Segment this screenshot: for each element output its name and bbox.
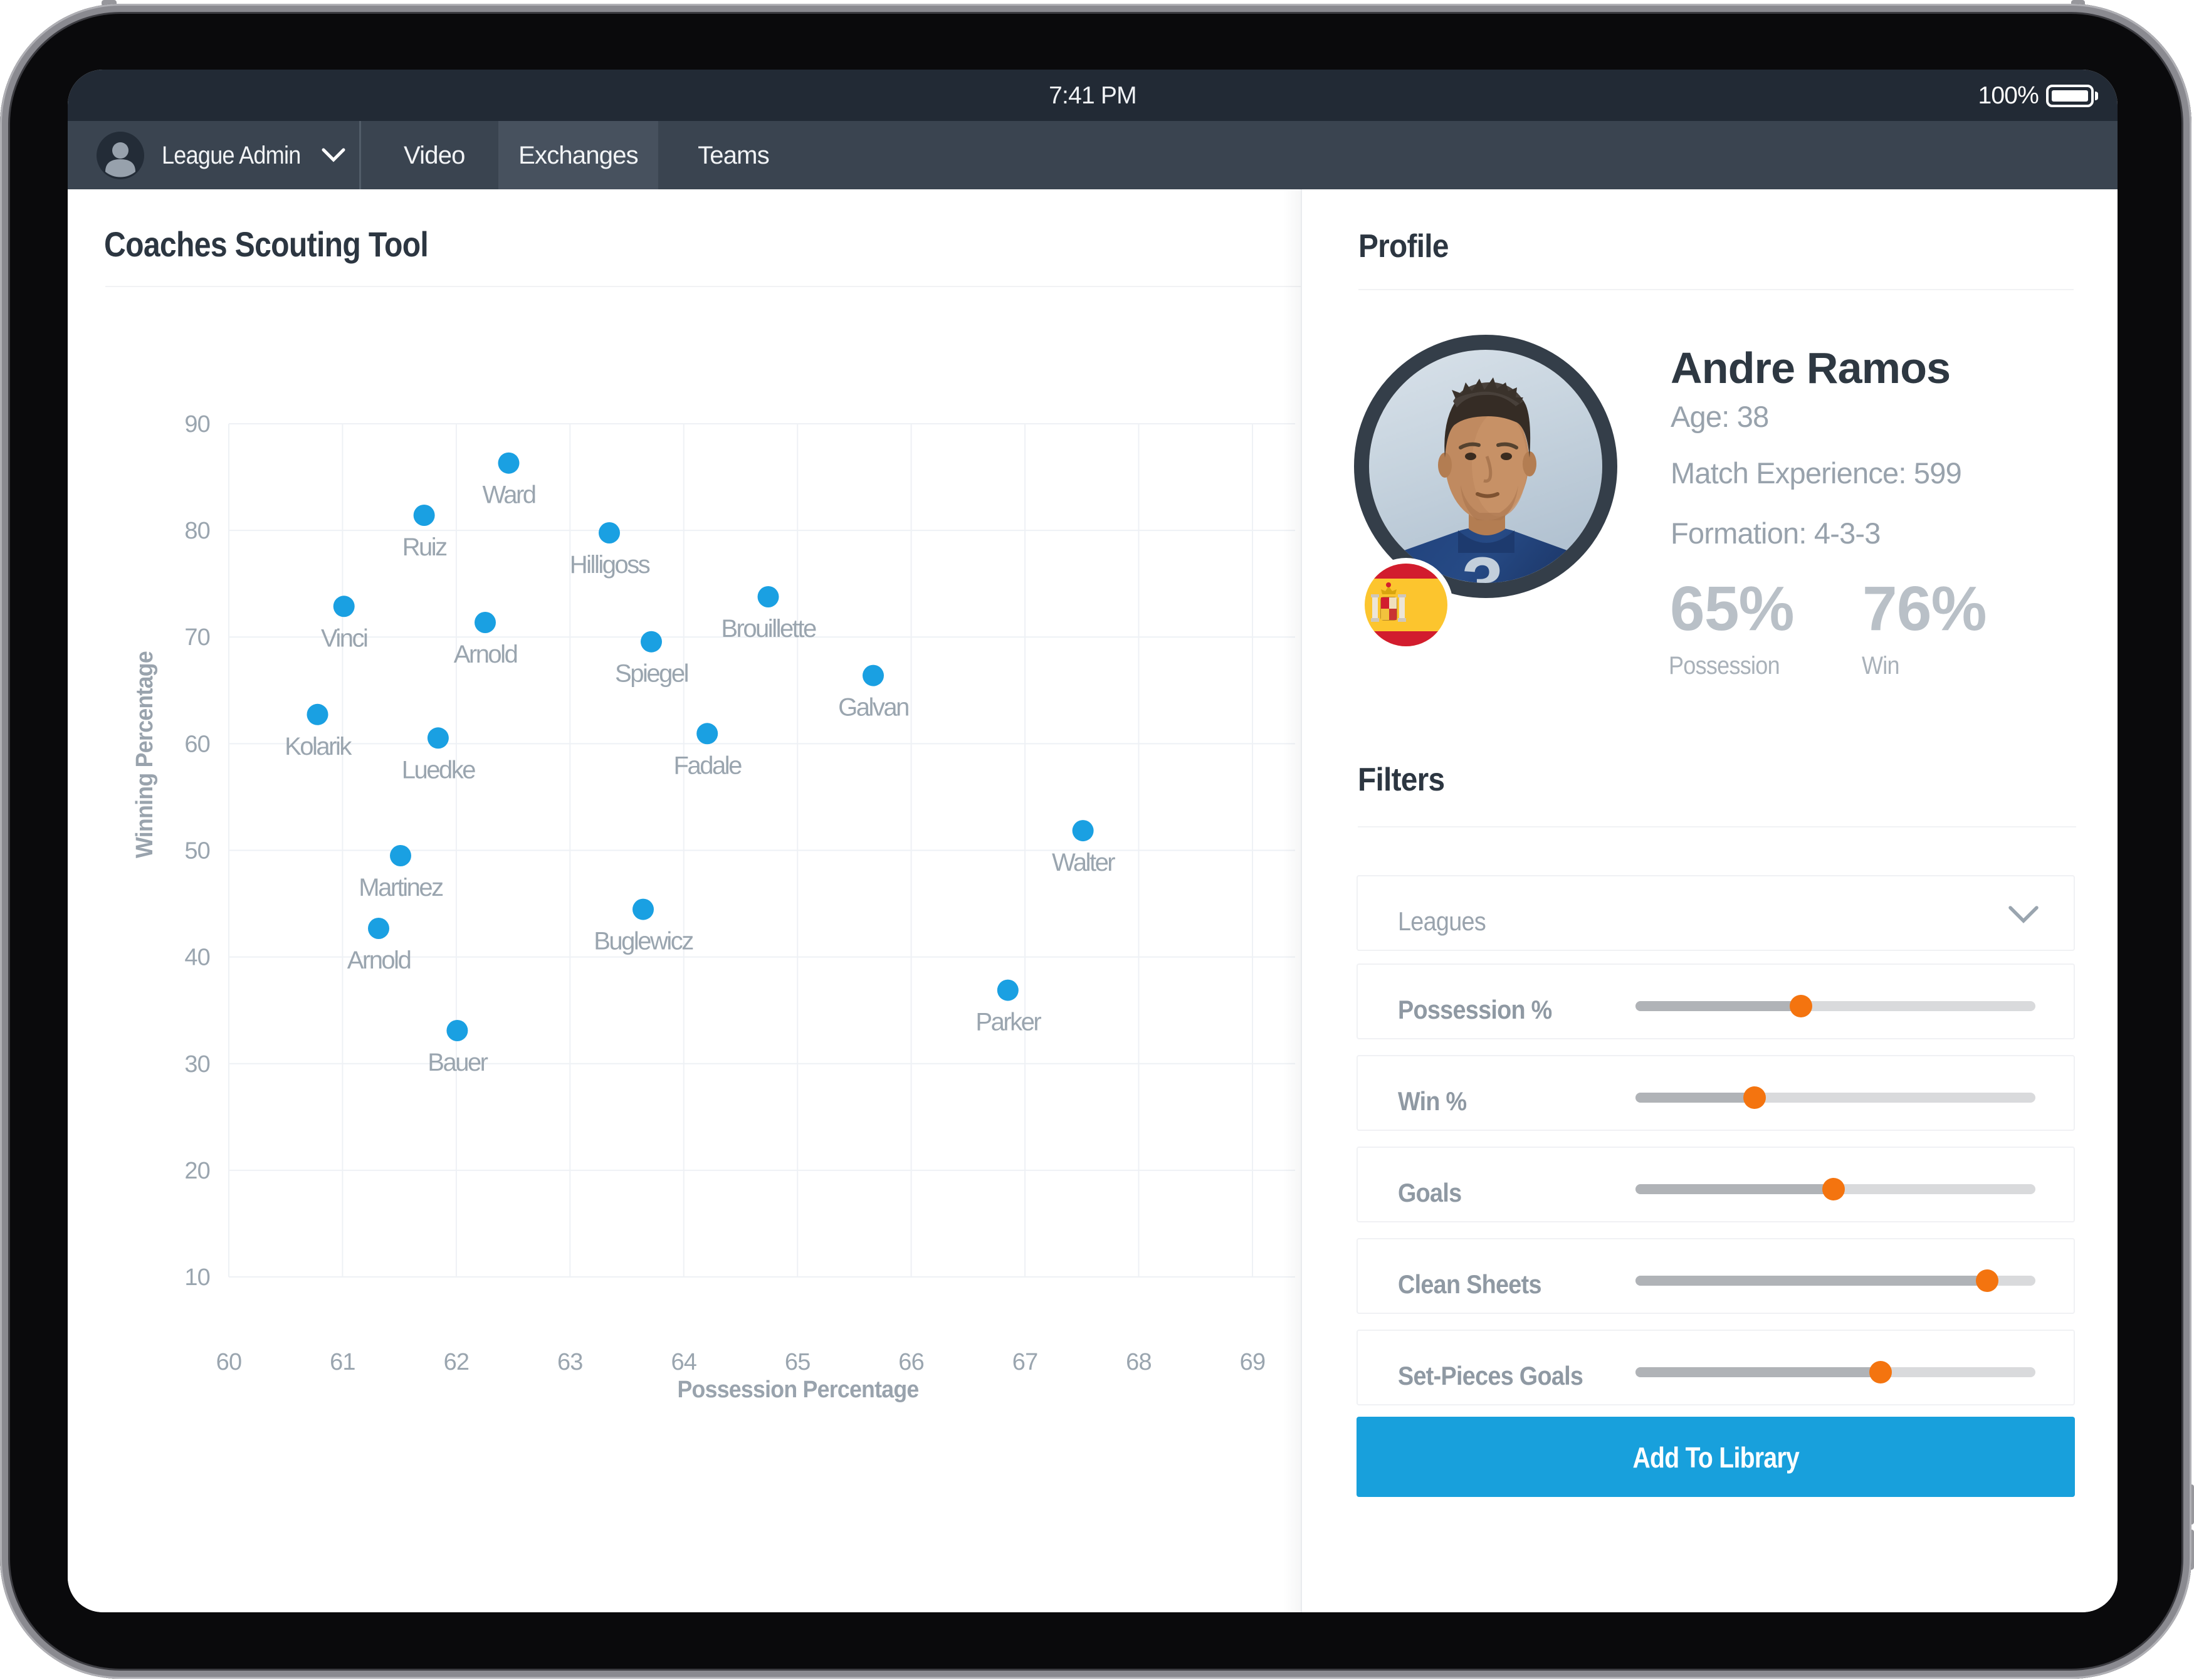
svg-text:60: 60 bbox=[216, 1349, 242, 1375]
svg-text:Bauer: Bauer bbox=[428, 1049, 488, 1076]
svg-text:63: 63 bbox=[557, 1349, 583, 1375]
svg-text:65: 65 bbox=[785, 1349, 811, 1375]
svg-text:64: 64 bbox=[671, 1349, 696, 1375]
svg-text:Luedke: Luedke bbox=[402, 756, 475, 784]
svg-text:Vinci: Vinci bbox=[321, 624, 367, 652]
svg-text:10: 10 bbox=[184, 1264, 210, 1291]
svg-text:30: 30 bbox=[184, 1051, 210, 1078]
svg-text:Buglewicz: Buglewicz bbox=[594, 928, 693, 955]
svg-text:66: 66 bbox=[898, 1349, 924, 1375]
svg-text:Ward: Ward bbox=[482, 481, 535, 509]
svg-text:67: 67 bbox=[1012, 1349, 1038, 1375]
svg-text:70: 70 bbox=[184, 624, 210, 651]
svg-text:Kolarik: Kolarik bbox=[285, 733, 352, 760]
svg-text:90: 90 bbox=[184, 411, 210, 438]
svg-text:Parker: Parker bbox=[975, 1009, 1041, 1036]
svg-text:61: 61 bbox=[330, 1349, 355, 1375]
svg-text:Arnold: Arnold bbox=[454, 641, 517, 668]
svg-text:50: 50 bbox=[184, 838, 210, 864]
svg-text:62: 62 bbox=[444, 1349, 470, 1375]
svg-text:Spiegel: Spiegel bbox=[615, 660, 688, 688]
svg-text:Ruiz: Ruiz bbox=[402, 533, 448, 561]
svg-text:40: 40 bbox=[184, 945, 210, 971]
svg-text:Galvan: Galvan bbox=[838, 694, 908, 722]
svg-text:20: 20 bbox=[184, 1158, 210, 1184]
svg-text:Arnold: Arnold bbox=[347, 947, 411, 974]
svg-text:69: 69 bbox=[1240, 1349, 1266, 1375]
svg-text:Possession Percentage: Possession Percentage bbox=[678, 1377, 919, 1403]
svg-text:Fadale: Fadale bbox=[674, 752, 742, 779]
svg-text:60: 60 bbox=[184, 731, 210, 757]
svg-text:Martinez: Martinez bbox=[359, 874, 443, 901]
svg-text:68: 68 bbox=[1126, 1349, 1152, 1375]
svg-text:Winning Percentage: Winning Percentage bbox=[132, 651, 158, 858]
svg-text:80: 80 bbox=[184, 518, 210, 544]
svg-text:3: 3 bbox=[1462, 542, 1503, 598]
svg-text:Walter: Walter bbox=[1052, 849, 1115, 876]
svg-text:Brouillette: Brouillette bbox=[721, 615, 816, 643]
svg-text:Hilligoss: Hilligoss bbox=[570, 551, 650, 579]
